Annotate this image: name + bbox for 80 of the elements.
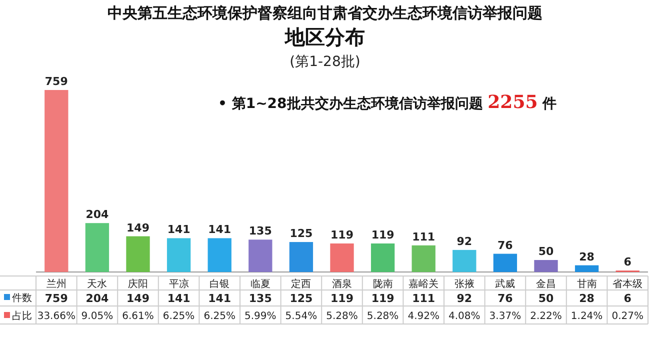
bar	[126, 236, 150, 272]
text: 6.61%	[122, 311, 154, 322]
x-tick-label: 临夏	[250, 278, 270, 290]
text: 1.24%	[570, 311, 603, 322]
x-tick-label: 嘉峪关	[408, 278, 439, 290]
data-label: 135	[248, 224, 272, 238]
x-tick-label: 金昌	[536, 278, 556, 290]
legend-label: 件数	[12, 293, 32, 304]
data-label: 28	[579, 250, 594, 264]
text: 4.08%	[448, 311, 480, 322]
text: 111	[412, 292, 436, 305]
bar	[208, 238, 232, 272]
text: 141	[167, 292, 190, 305]
x-tick-label: 兰州	[46, 278, 66, 290]
x-tick-label: 甘南	[576, 278, 597, 290]
x-tick-label: 庆阳	[128, 278, 148, 290]
data-label: 119	[330, 228, 354, 242]
data-label: 141	[208, 223, 232, 236]
data-label: 76	[498, 238, 514, 252]
text: 92	[456, 292, 472, 305]
text: 28	[579, 292, 594, 305]
data-label: 92	[456, 234, 472, 248]
bar	[330, 243, 354, 272]
text: 2.22%	[530, 311, 562, 322]
text: 125	[290, 292, 313, 305]
text: 33.66%	[37, 311, 76, 322]
text: 9.05%	[81, 311, 114, 322]
x-tick-label: 天水	[87, 278, 108, 290]
text: 6	[624, 292, 632, 305]
text: 0.27%	[612, 311, 644, 322]
bar	[574, 265, 599, 272]
text: 5.28%	[366, 311, 399, 322]
text: 5.99%	[244, 311, 276, 322]
data-label: 50	[538, 245, 554, 258]
bar	[248, 240, 272, 272]
text: 6.25%	[204, 311, 236, 322]
text: 5.54%	[285, 311, 318, 322]
text: 204	[86, 292, 110, 305]
bar	[166, 238, 191, 272]
bar	[412, 245, 436, 272]
bar	[493, 254, 518, 272]
text: 4.92%	[408, 311, 440, 322]
text: 5.28%	[326, 311, 358, 322]
data-label: 759	[44, 75, 68, 88]
data-label: 125	[290, 227, 313, 240]
x-tick-label: 平凉	[168, 278, 189, 290]
text: 759	[44, 292, 68, 305]
bar	[370, 243, 395, 272]
text: 50	[538, 292, 554, 305]
x-tick-label: 张掖	[454, 278, 474, 290]
x-tick-label: 陇南	[372, 278, 393, 290]
text: 141	[208, 292, 232, 305]
text: (第1-28批)	[290, 54, 360, 70]
text: 3.37%	[489, 311, 522, 322]
x-tick-label: 定西	[291, 278, 312, 290]
chart-subtitle: 地区分布	[284, 25, 365, 49]
data-label: 149	[126, 221, 150, 234]
bar	[85, 223, 110, 272]
data-label: 204	[86, 208, 110, 222]
x-tick-label: 酒泉	[332, 278, 352, 290]
chart-title: 中央第五生态环境保护督察组向甘肃省交办生态环境信访举报问题	[108, 4, 542, 22]
bar	[534, 260, 558, 272]
text: 135	[248, 292, 272, 305]
x-tick-label: 省本级	[612, 278, 643, 290]
x-tick-label: 武威	[495, 278, 516, 290]
text: 119	[330, 292, 354, 305]
data-label: 111	[412, 230, 436, 244]
data-label: 119	[371, 228, 394, 242]
bar	[44, 90, 68, 272]
x-tick-label: 白银	[210, 278, 230, 290]
text: 119	[371, 292, 394, 305]
text: 76	[498, 292, 514, 305]
text: 6.25%	[162, 311, 195, 322]
text: 占比	[12, 310, 32, 322]
data-label: 141	[167, 223, 190, 236]
bar	[452, 250, 476, 272]
text: 149	[126, 292, 150, 305]
bar	[289, 242, 314, 272]
data-label: 6	[624, 256, 632, 269]
annotation: • 第1~28批共交办生态环境信访举报问题 2255 件	[218, 92, 557, 113]
